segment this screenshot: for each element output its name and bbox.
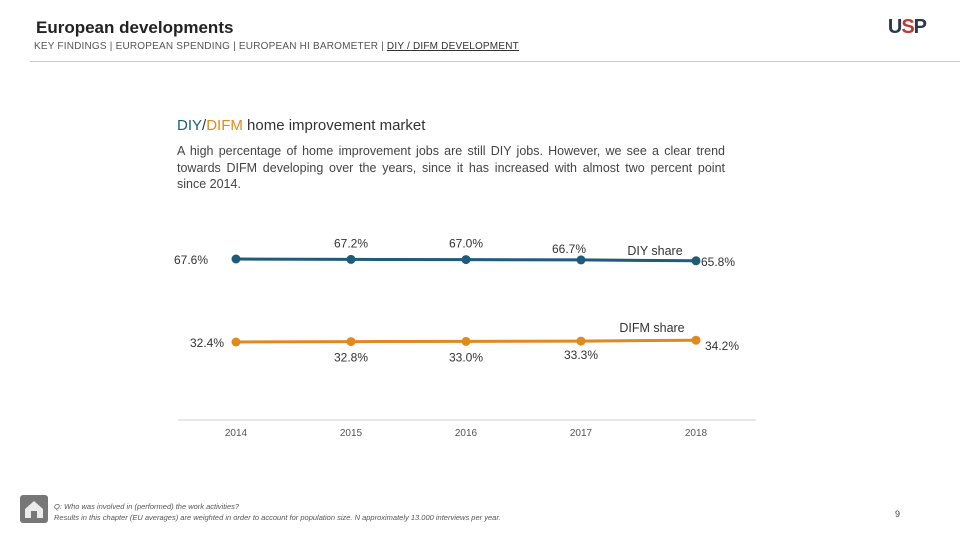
diy-data-label: 66.7%	[552, 242, 586, 256]
difm-data-label: 32.8%	[334, 351, 368, 365]
company-logo[interactable]: USP	[887, 16, 927, 39]
diy-data-point	[346, 254, 356, 264]
heading-diy: DIY	[177, 117, 203, 134]
difm-data-label: 33.3%	[564, 348, 598, 362]
diy-data-point	[576, 255, 586, 265]
diy-series-name: DIY share	[627, 244, 682, 258]
difm-data-point	[576, 336, 586, 346]
house-icon	[20, 495, 48, 523]
diy-data-label: 65.8%	[701, 255, 735, 269]
breadcrumb-separator: |	[233, 41, 236, 52]
heading-difm: DIFM	[206, 117, 243, 134]
breadcrumb-key-findings[interactable]: KEY FINDINGS	[34, 41, 107, 52]
logo-part-3: P	[913, 16, 927, 38]
breadcrumb-separator: |	[381, 41, 384, 52]
section-description: A high percentage of home improvement jo…	[177, 144, 725, 191]
difm-data-label: 32.4%	[190, 336, 224, 350]
breadcrumb: KEY FINDINGS | EUROPEAN SPENDING | EUROP…	[34, 41, 519, 52]
footnote-question: Q: Who was involved in (performed) the w…	[54, 502, 240, 511]
footnote: Q: Who was involved in (performed) the w…	[54, 501, 501, 523]
heading-rest: home improvement market	[242, 117, 426, 134]
difm-series-name: DIFM share	[619, 321, 684, 335]
diy-data-label: 67.0%	[449, 237, 483, 251]
diy-data-point	[461, 255, 471, 265]
x-tick-label: 2017	[570, 428, 593, 439]
diy-data-point	[231, 254, 241, 264]
breadcrumb-separator: |	[109, 41, 113, 52]
heading-slash: /	[202, 117, 207, 134]
page-number: 9	[894, 509, 900, 519]
difm-data-label: 33.0%	[449, 350, 483, 364]
difm-data-point	[691, 335, 701, 345]
breadcrumb-european-spending[interactable]: EUROPEAN SPENDING	[115, 41, 231, 52]
footnote-note: Results in this chapter (EU averages) ar…	[54, 513, 501, 522]
section-heading: DIY/DIFM home improvement market	[177, 117, 425, 134]
x-tick-label: 2016	[455, 428, 478, 439]
logo-part-1: U	[887, 16, 902, 38]
difm-data-point	[346, 337, 356, 347]
x-tick-label: 2014	[225, 428, 248, 439]
breadcrumb-hi-barometer[interactable]: EUROPEAN HI BAROMETER	[238, 41, 379, 52]
diy-data-label: 67.2%	[334, 236, 368, 250]
difm-data-point	[461, 336, 471, 346]
page-title: European developments	[36, 18, 234, 37]
breadcrumb-diy-difm[interactable]: DIY / DIFM DEVELOPMENT	[386, 41, 519, 52]
diy-data-point	[691, 256, 701, 266]
x-tick-label: 2018	[685, 428, 708, 439]
difm-data-point	[231, 337, 241, 347]
difm-data-label: 34.2%	[705, 339, 739, 353]
header-divider	[30, 61, 960, 62]
logo-part-2: S	[901, 16, 914, 38]
x-tick-label: 2015	[340, 428, 363, 439]
diy-data-label: 67.6%	[174, 253, 208, 267]
